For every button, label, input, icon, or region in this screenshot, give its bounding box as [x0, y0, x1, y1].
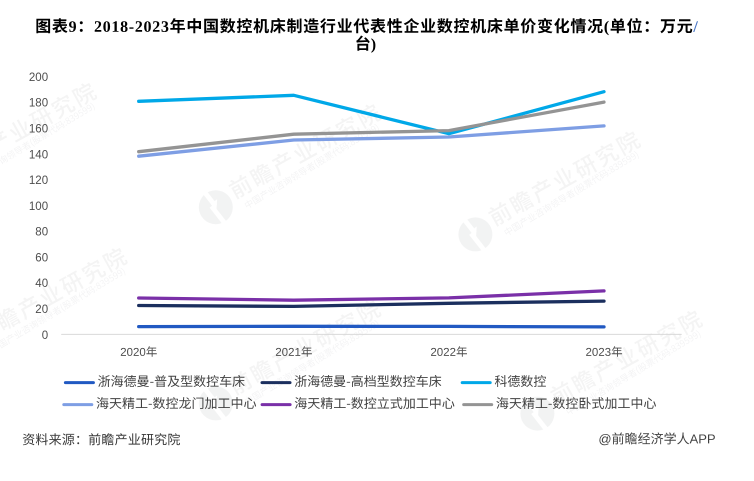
svg-text:80: 80 [35, 227, 48, 239]
svg-text:180: 180 [29, 98, 48, 110]
svg-text:140: 140 [29, 149, 48, 161]
svg-text:40: 40 [35, 278, 48, 290]
svg-text:20: 20 [35, 304, 48, 316]
svg-text:60: 60 [35, 252, 48, 264]
svg-text:120: 120 [29, 175, 48, 187]
svg-text:100: 100 [29, 201, 48, 213]
svg-text:0: 0 [42, 330, 48, 342]
svg-text:200: 200 [29, 72, 48, 84]
svg-text:160: 160 [29, 124, 48, 136]
